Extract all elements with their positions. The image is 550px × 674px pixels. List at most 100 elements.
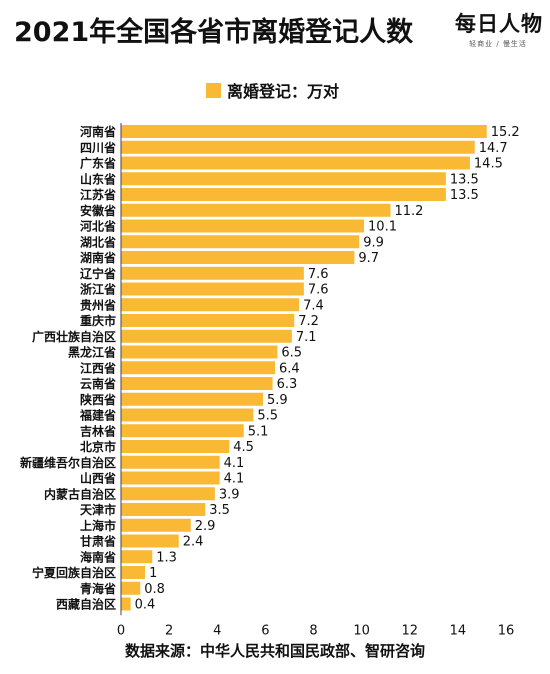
category-label: 浙江省 bbox=[80, 282, 116, 297]
category-label: 云南省 bbox=[80, 376, 116, 391]
category-label: 河北省 bbox=[79, 219, 116, 234]
bar bbox=[121, 550, 153, 564]
category-label: 福建省 bbox=[79, 408, 116, 423]
x-tick-label: 0 bbox=[117, 623, 125, 638]
data-label: 14.5 bbox=[474, 157, 503, 172]
bar bbox=[121, 408, 254, 422]
bar bbox=[121, 440, 230, 453]
x-tick-label: 4 bbox=[213, 623, 221, 638]
data-label: 5.5 bbox=[257, 409, 278, 424]
bar bbox=[121, 566, 146, 579]
data-label: 5.1 bbox=[248, 424, 269, 439]
data-label: 5.9 bbox=[267, 393, 288, 408]
data-label: 11.2 bbox=[395, 204, 424, 219]
x-tick-label: 14 bbox=[450, 623, 467, 638]
category-label: 湖北省 bbox=[80, 234, 116, 249]
bar bbox=[121, 298, 300, 312]
data-label: 9.7 bbox=[358, 251, 379, 266]
data-label: 13.5 bbox=[450, 172, 479, 187]
data-label: 14.7 bbox=[479, 141, 508, 156]
category-label: 北京市 bbox=[80, 439, 116, 454]
category-label: 江苏省 bbox=[80, 187, 116, 202]
bar bbox=[121, 597, 131, 611]
data-label: 4.1 bbox=[224, 456, 245, 471]
chart-legend: 离婚登记：万对 bbox=[206, 78, 339, 102]
data-label: 2.9 bbox=[195, 519, 216, 534]
data-label: 3.9 bbox=[219, 487, 240, 502]
category-label: 辽宁省 bbox=[80, 266, 116, 281]
category-label: 甘肃省 bbox=[80, 534, 116, 549]
legend-label: 离婚登记：万对 bbox=[227, 82, 340, 101]
category-label: 山西省 bbox=[80, 471, 116, 486]
x-tick-label: 6 bbox=[261, 623, 269, 638]
brand-logo: 每日人物 轻商业 / 慢生活 bbox=[455, 12, 542, 49]
bar bbox=[121, 203, 391, 217]
data-label: 3.5 bbox=[209, 503, 230, 518]
bar bbox=[121, 172, 446, 186]
bar bbox=[121, 361, 275, 375]
bar bbox=[121, 140, 475, 154]
x-tick-label: 8 bbox=[309, 623, 317, 638]
bar bbox=[121, 581, 141, 595]
data-label: 7.6 bbox=[308, 283, 329, 298]
data-label: 10.1 bbox=[368, 220, 397, 235]
data-label: 4.1 bbox=[224, 472, 245, 487]
category-label: 江西省 bbox=[80, 360, 116, 375]
category-label: 广东省 bbox=[80, 156, 116, 171]
category-label: 黑龙江省 bbox=[68, 345, 116, 360]
data-label: 0.8 bbox=[144, 582, 165, 597]
bar bbox=[121, 345, 278, 359]
data-label: 1.3 bbox=[156, 550, 177, 565]
category-label: 宁夏回族自治区 bbox=[32, 565, 116, 580]
legend-swatch bbox=[206, 82, 221, 98]
data-label: 2.4 bbox=[183, 535, 204, 550]
data-label: 1 bbox=[149, 566, 157, 581]
bar bbox=[121, 251, 355, 264]
category-label: 新疆维吾尔自治区 bbox=[20, 455, 116, 470]
x-tick-label: 10 bbox=[353, 623, 370, 638]
category-label: 陕西省 bbox=[80, 392, 116, 407]
data-label: 6.4 bbox=[279, 361, 300, 376]
category-label: 天津市 bbox=[80, 502, 116, 517]
bar bbox=[121, 282, 304, 296]
bar bbox=[121, 534, 179, 548]
category-label: 海南省 bbox=[80, 549, 116, 564]
category-label: 内蒙古自治区 bbox=[44, 486, 116, 501]
chart-title: 2021年全国各省市离婚登记人数 bbox=[14, 17, 414, 48]
data-label: 15.2 bbox=[491, 125, 520, 140]
logo-tagline: 轻商业 / 慢生活 bbox=[469, 40, 527, 48]
category-label: 青海省 bbox=[80, 581, 116, 596]
category-label: 河南省 bbox=[79, 124, 116, 139]
category-label: 西藏自治区 bbox=[56, 597, 116, 612]
bar bbox=[121, 219, 365, 233]
data-label: 9.9 bbox=[363, 235, 384, 250]
bar bbox=[121, 188, 446, 201]
category-label: 安徽省 bbox=[80, 203, 116, 218]
data-label: 7.1 bbox=[296, 330, 317, 345]
bar bbox=[121, 487, 215, 501]
x-tick-label: 2 bbox=[165, 623, 173, 638]
x-tick-label: 16 bbox=[498, 623, 515, 638]
bar bbox=[121, 518, 191, 532]
category-label: 山东省 bbox=[80, 171, 116, 186]
data-label: 0.4 bbox=[135, 598, 156, 613]
data-label: 6.5 bbox=[281, 346, 302, 361]
data-label: 13.5 bbox=[450, 188, 479, 203]
x-tick-label: 12 bbox=[401, 623, 418, 638]
bar bbox=[121, 455, 220, 469]
bar bbox=[121, 503, 206, 516]
category-label: 贵州省 bbox=[80, 297, 116, 312]
bar bbox=[121, 235, 360, 249]
data-label: 7.4 bbox=[303, 298, 324, 313]
data-label: 4.5 bbox=[233, 440, 254, 455]
bar bbox=[121, 156, 470, 170]
source-note: 数据来源：中华人民共和国民政部、智研咨询 bbox=[124, 642, 425, 660]
category-label: 吉林省 bbox=[80, 423, 116, 438]
category-label: 广西壮族自治区 bbox=[32, 329, 116, 344]
bar bbox=[121, 125, 487, 138]
bar bbox=[121, 329, 292, 343]
data-label: 7.6 bbox=[308, 267, 329, 282]
bar bbox=[121, 377, 273, 390]
bar bbox=[121, 471, 220, 485]
